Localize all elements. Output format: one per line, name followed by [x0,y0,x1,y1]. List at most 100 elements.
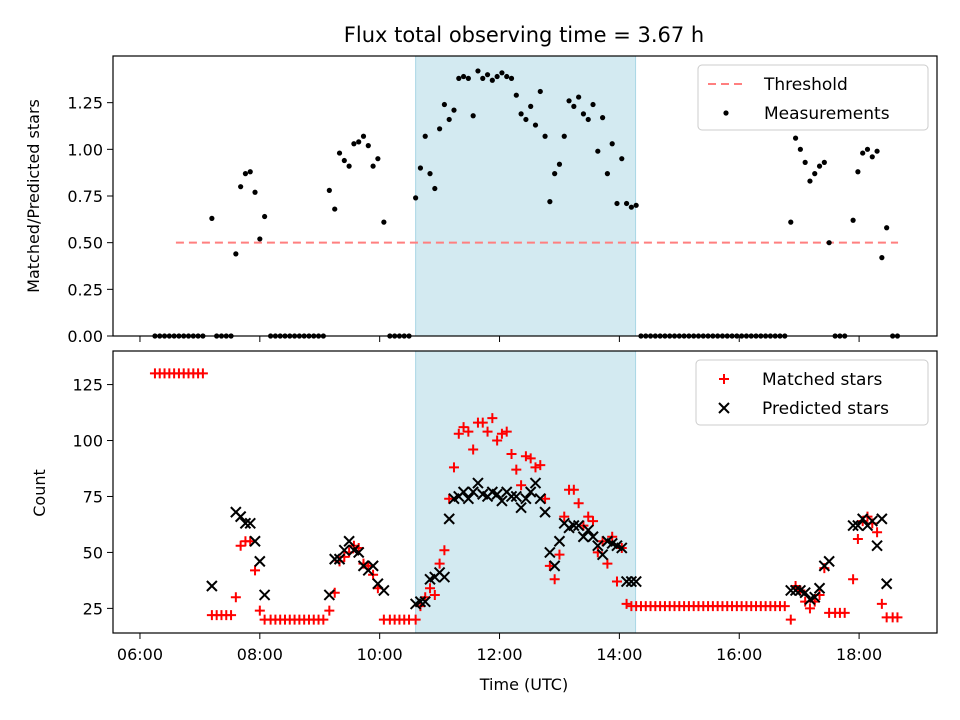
data-point [544,546,556,559]
data-point [779,601,790,612]
data-point [595,148,601,154]
legend: Threshold Measurements [697,64,929,131]
legend-label: Matched stars [762,370,882,390]
data-point [425,583,436,594]
count-panel: 25 50 75 100 125 06:00 08:00 10:00 12:00 14:00 16:… [72,350,938,664]
data-point [511,464,522,475]
data-point [583,511,594,522]
data-point [540,493,551,504]
data-point [788,219,794,225]
data-point [506,448,517,459]
data-point [505,490,518,503]
data-point [872,527,883,538]
data-point [571,103,577,109]
data-point [257,236,263,242]
data-point [553,535,566,547]
data-point [860,150,866,156]
data-point [804,603,815,614]
data-point [592,540,604,552]
data-point [568,484,579,495]
data-point [609,141,615,147]
data-point [524,486,537,498]
plot-frame [112,350,938,634]
data-point [209,215,215,221]
y-tick-label: 0.50 [67,234,103,253]
data-point [535,460,546,471]
data-point [590,101,596,108]
data-point [809,591,821,603]
data-point [338,544,351,556]
data-point [576,94,582,100]
data-point [850,217,856,223]
data-point [206,580,218,592]
observing-window-shade [415,351,636,633]
data-point [619,156,625,162]
data-point [235,540,246,551]
data-point [625,575,638,588]
x-tick-label: 06:00 [117,645,163,664]
data-point [572,519,585,532]
data-point [480,75,486,81]
data-point [520,451,531,462]
y-tick-label: 125 [72,376,103,395]
x-tick-label: 10:00 [357,645,403,664]
data-point [539,506,551,518]
data-point [604,171,611,177]
y-tick-label: 0.00 [67,327,103,346]
series-predicted-stars [206,477,893,610]
series-matched-stars [149,368,903,625]
data-point [852,534,863,544]
data-point [585,116,591,123]
legend-swatch [723,110,729,116]
data-point [367,560,379,572]
data-point [602,558,613,569]
data-point [530,462,541,473]
data-point [534,493,546,505]
data-point [501,426,512,437]
data-point [356,139,362,145]
data-point [375,156,381,162]
data-point [318,614,329,625]
data-point [496,428,507,439]
data-point [876,513,888,525]
data-point [513,92,519,98]
x-tick-label: 12:00 [476,645,522,664]
legend-swatch [719,374,729,384]
data-point [378,584,390,597]
data-point [360,133,367,139]
data-point [616,542,628,554]
data-point [432,185,438,192]
data-point [884,225,890,231]
data-point [239,517,252,530]
data-point [852,519,864,532]
y-tick-label: 25 [83,599,103,618]
data-point [332,206,338,212]
data-point [444,493,455,504]
data-point [453,428,464,439]
data-point [458,422,469,433]
legend: Matched stars Predicted stars [695,359,929,426]
chart-title: Flux total observing time = 3.67 h [344,23,704,47]
data-point [333,553,346,565]
data-point [623,200,630,207]
data-point [451,107,457,113]
data-point [556,161,563,167]
data-point [816,163,823,169]
data-point [789,584,802,597]
data-point [244,517,256,530]
data-point [547,199,553,205]
data-point [582,524,594,536]
data-point [621,598,632,609]
data-point [238,184,244,190]
data-point [813,582,826,594]
data-point [427,171,433,177]
data-point [785,614,796,625]
data-point [577,531,590,543]
legend-swatch [718,402,730,414]
data-point [468,444,479,455]
data-point [413,195,419,201]
data-point [614,200,620,207]
data-point [414,595,427,608]
data-point [876,598,887,609]
data-point [329,553,341,565]
